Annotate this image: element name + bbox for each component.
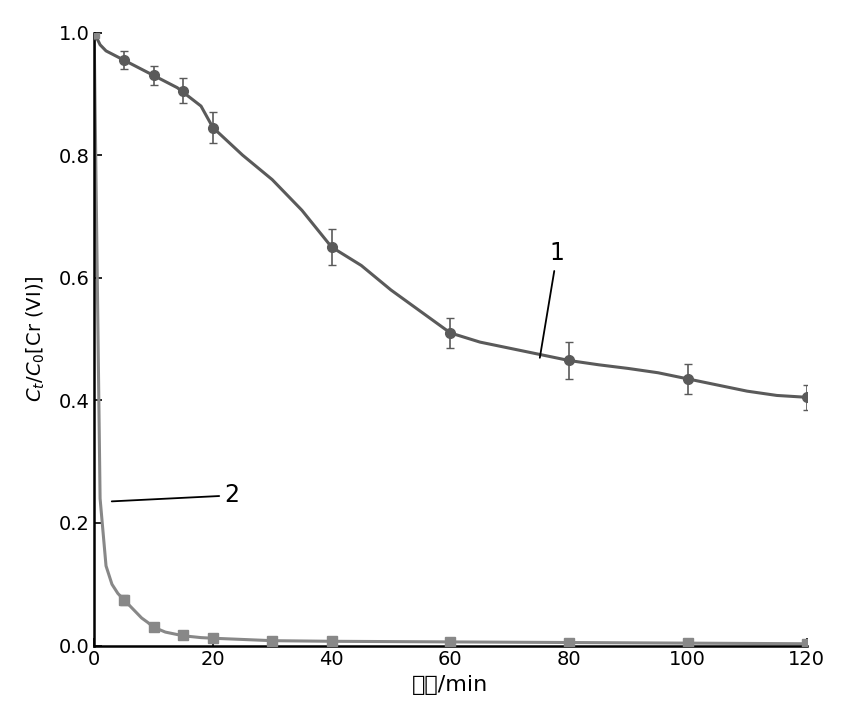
Text: 1: 1 bbox=[540, 241, 564, 358]
X-axis label: 时间/min: 时间/min bbox=[412, 675, 489, 695]
Y-axis label: $C_t/C_0$[Cr (VI)]: $C_t/C_0$[Cr (VI)] bbox=[25, 276, 48, 402]
Text: 2: 2 bbox=[111, 483, 240, 508]
